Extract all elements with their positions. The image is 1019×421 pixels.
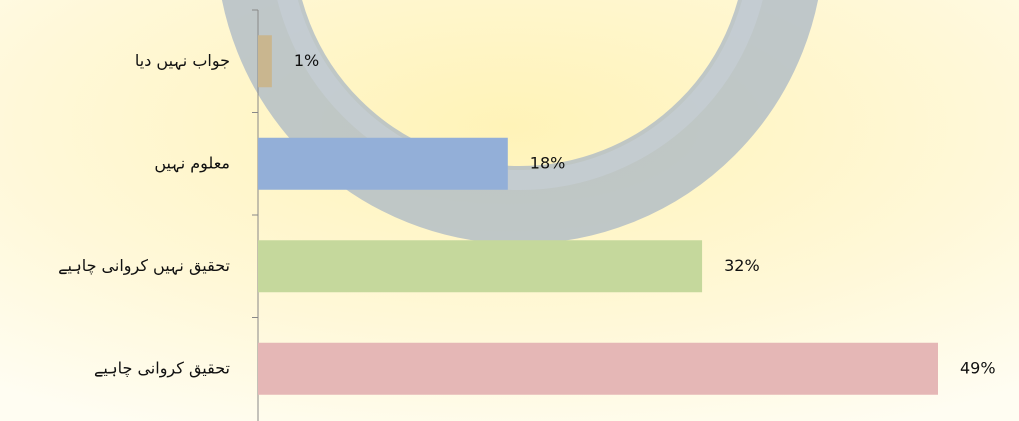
value-label: 32% <box>724 256 760 275</box>
category-label: جواب نہیں دیا <box>135 51 230 71</box>
value-label: 18% <box>530 153 566 172</box>
category-label: تحقیق نہیں کروانی چاہیے <box>58 256 230 276</box>
chart: جواب نہیں دیا 1% معلوم نہیں 18% تحقیق نہیں ک… <box>0 0 1019 421</box>
bar <box>258 35 272 87</box>
value-label: 49% <box>960 358 996 377</box>
bar <box>258 138 508 190</box>
category-label: معلوم نہیں <box>154 153 230 173</box>
bar <box>258 343 938 395</box>
bar <box>258 240 702 292</box>
page: جواب نہیں دیا 1% معلوم نہیں 18% تحقیق نہیں ک… <box>0 0 1019 421</box>
value-label: 1% <box>294 51 319 70</box>
category-label: تحقیق کروانی چاہیے <box>94 358 230 378</box>
